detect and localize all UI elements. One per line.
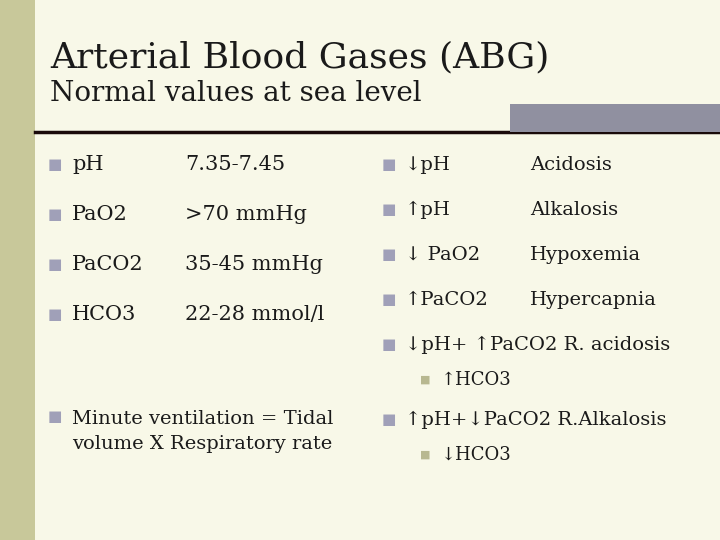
Text: ■: ■ [48, 258, 63, 272]
Bar [510, 104, 720, 132]
Text: pH: pH [72, 156, 104, 174]
Text: ■: ■ [382, 248, 397, 262]
Text: PaCO2: PaCO2 [72, 255, 143, 274]
Text: PaO2: PaO2 [72, 206, 127, 225]
Text: Arterial Blood Gases (ABG): Arterial Blood Gases (ABG) [50, 40, 549, 74]
Text: ↓ PaO2: ↓ PaO2 [405, 246, 480, 264]
Text: ■: ■ [420, 450, 431, 460]
Text: Alkalosis: Alkalosis [530, 201, 618, 219]
Text: ■: ■ [382, 293, 397, 307]
Text: 35-45 mmHg: 35-45 mmHg [185, 255, 323, 274]
Text: ↑HCO3: ↑HCO3 [440, 371, 510, 389]
Text: ↑PaCO2: ↑PaCO2 [405, 291, 489, 309]
Text: Acidosis: Acidosis [530, 156, 612, 174]
Text: HCO3: HCO3 [72, 306, 136, 325]
Text: ↓pH+ ↑PaCO2 R. acidosis: ↓pH+ ↑PaCO2 R. acidosis [405, 336, 670, 354]
Text: >70 mmHg: >70 mmHg [185, 206, 307, 225]
Text: ■: ■ [48, 158, 63, 172]
Text: ■: ■ [382, 413, 397, 427]
Text: Minute ventilation = Tidal
volume X Respiratory rate: Minute ventilation = Tidal volume X Resp… [72, 410, 333, 453]
Bar [0, 0, 35, 540]
Text: Hypoxemia: Hypoxemia [530, 246, 641, 264]
Text: Normal values at sea level: Normal values at sea level [50, 80, 422, 107]
Text: ■: ■ [48, 208, 63, 222]
Text: 22-28 mmol/l: 22-28 mmol/l [185, 306, 325, 325]
Text: ↓pH: ↓pH [405, 156, 451, 174]
Text: ■: ■ [382, 158, 397, 172]
Text: ■: ■ [48, 308, 63, 322]
Text: Hypercapnia: Hypercapnia [530, 291, 657, 309]
Text: ↑pH+↓PaCO2 R.Alkalosis: ↑pH+↓PaCO2 R.Alkalosis [405, 411, 667, 429]
Text: ■: ■ [382, 338, 397, 352]
Text: ■: ■ [48, 410, 63, 424]
Text: ■: ■ [382, 203, 397, 217]
Text: ↓HCO3: ↓HCO3 [440, 446, 510, 464]
Text: ■: ■ [420, 375, 431, 385]
Text: ↑pH: ↑pH [405, 201, 451, 219]
Text: 7.35-7.45: 7.35-7.45 [185, 156, 285, 174]
